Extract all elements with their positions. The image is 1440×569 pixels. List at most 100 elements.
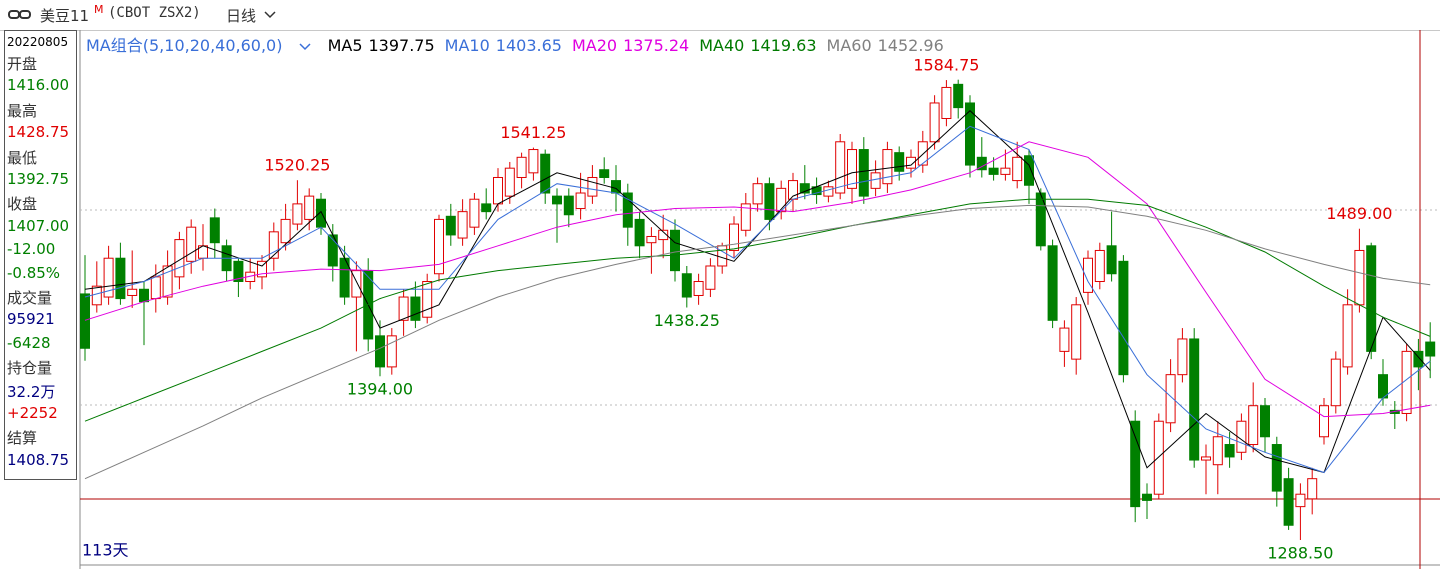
candle-body: [469, 198, 480, 228]
candle-body: [799, 183, 810, 194]
ma-title[interactable]: MA组合(5,10,20,40,60,0): [86, 36, 283, 55]
ma-line: [84, 141, 1431, 418]
candle-body: [150, 276, 161, 300]
candle-body: [1118, 260, 1129, 376]
candle-body: [434, 218, 444, 275]
candle-body: [988, 167, 999, 175]
info-item: -0.85%: [7, 263, 61, 282]
ma-name: MA5: [327, 36, 363, 55]
candle-body: [717, 245, 728, 267]
high-label: 1489.00: [1326, 204, 1392, 223]
ma-legend-item: MA20 1375.24: [572, 36, 689, 55]
candle-body: [280, 218, 291, 244]
candle-body: [410, 296, 421, 321]
candle-body: [493, 176, 503, 205]
candle-body: [587, 176, 598, 197]
top-bar: 美豆11 M (CBOT ZSX2) 日线: [0, 0, 1440, 31]
ma-legend-item: MA10 1403.65: [445, 36, 562, 55]
candle-body: [870, 172, 881, 189]
candle-body: [693, 281, 704, 296]
info-item: 结算: [7, 429, 38, 448]
candle-body: [1330, 358, 1341, 407]
candle-body: [917, 141, 928, 166]
candle-body: [398, 296, 409, 321]
candle-body: [1248, 405, 1259, 446]
candle-body: [292, 203, 303, 225]
candle-body: [257, 260, 267, 278]
candle-body: [1035, 192, 1046, 247]
candle-body: [1024, 155, 1034, 186]
candle-body: [1083, 257, 1093, 293]
candle-body: [740, 203, 751, 231]
low-label: 1288.50: [1267, 544, 1333, 563]
candle-body: [80, 293, 90, 349]
high-label: 1584.75: [913, 56, 979, 75]
candle-body: [209, 217, 220, 244]
candle-body: [1106, 245, 1117, 275]
candle-body: [351, 270, 362, 298]
candle-body: [599, 169, 610, 178]
candle-body: [953, 83, 964, 109]
day-count: 113天: [82, 541, 129, 560]
candle-body: [1165, 374, 1176, 424]
ma-value: 1419.63: [750, 36, 817, 55]
candle-body: [162, 265, 173, 298]
info-item: 1408.75: [7, 450, 70, 469]
candle-body: [139, 288, 149, 303]
candle-body: [504, 167, 515, 197]
ma-line: [84, 198, 1431, 422]
candle-body: [1271, 444, 1282, 492]
info-item: -6428: [7, 333, 51, 352]
candle-body: [1307, 478, 1318, 500]
info-item: 1407.00: [7, 216, 70, 235]
info-date: 20220805: [7, 35, 69, 49]
candle-body: [823, 186, 834, 197]
ma-legend-item: MA40 1419.63: [699, 36, 816, 55]
candle-body: [316, 198, 326, 228]
candle-body: [622, 192, 633, 228]
info-item: 1416.00: [7, 76, 70, 95]
candle-body: [481, 203, 492, 213]
candle-body: [552, 195, 562, 205]
candle-body: [445, 215, 456, 236]
candle-body: [422, 281, 433, 318]
candle-body: [1342, 304, 1353, 368]
high-label: 1541.25: [500, 123, 566, 142]
candle-body: [658, 229, 669, 241]
candle-body: [1000, 167, 1011, 175]
symbol[interactable]: 美豆11: [40, 7, 90, 25]
candle-body: [103, 257, 114, 298]
candle-body: [941, 86, 952, 119]
ma-legend: MA组合(5,10,20,40,60,0) MA5 1397.75 MA10 1403…: [86, 32, 954, 56]
ma-value: 1397.75: [368, 36, 435, 55]
candle-body: [858, 149, 869, 197]
info-item: 95921: [7, 310, 55, 329]
candle-body: [91, 285, 102, 306]
candle-body: [729, 223, 739, 251]
low-label: 1438.25: [654, 311, 720, 330]
candle-body: [835, 141, 846, 194]
candle-body: [705, 265, 716, 290]
info-item: 开盘: [7, 55, 38, 73]
info-item: 最低: [7, 148, 38, 167]
ma-value: 1403.65: [495, 36, 562, 55]
candle-body: [906, 156, 916, 169]
candle-body: [233, 260, 244, 283]
candle-body: [1378, 374, 1388, 399]
ma-name: MA20: [571, 36, 618, 55]
period[interactable]: 日线: [226, 7, 257, 25]
candle-body: [1354, 249, 1365, 306]
period-chevron[interactable]: [263, 0, 277, 30]
candle-body: [1094, 249, 1105, 283]
candle-body: [1142, 493, 1152, 501]
candle-body: [375, 335, 385, 368]
ma-legend-item: MA5 1397.75: [328, 36, 435, 55]
link-icon[interactable]: [8, 0, 32, 30]
ma-line: [84, 125, 1431, 474]
candle-body: [540, 153, 551, 194]
candle-body: [1224, 444, 1235, 458]
candle-body: [304, 195, 315, 220]
candle-body: [457, 211, 468, 239]
ma-chevron[interactable]: [298, 40, 312, 54]
